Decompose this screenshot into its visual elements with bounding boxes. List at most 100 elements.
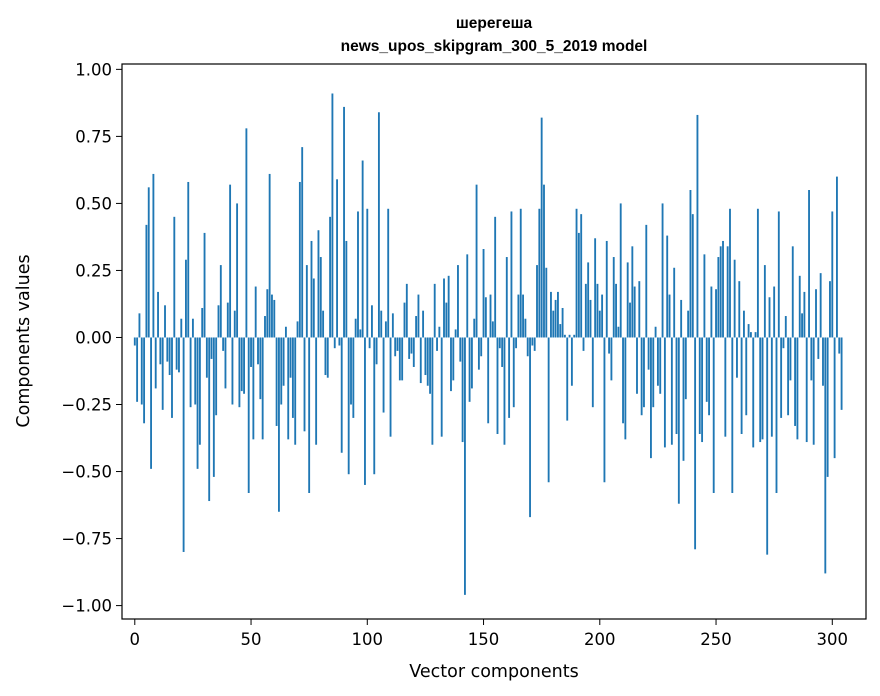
bar	[194, 337, 197, 405]
bar	[182, 337, 185, 552]
bar	[268, 173, 271, 338]
y-tick-label: 0.50	[75, 194, 112, 213]
bar	[722, 240, 724, 338]
bar	[584, 283, 587, 338]
bar	[329, 216, 332, 338]
bar	[796, 337, 799, 440]
bar	[522, 294, 524, 338]
bar	[517, 294, 520, 338]
bar	[278, 337, 280, 512]
bar	[157, 291, 159, 338]
bar	[761, 337, 764, 440]
bar	[389, 337, 392, 437]
bar	[473, 318, 476, 338]
bar	[747, 324, 750, 338]
bar	[312, 278, 315, 338]
bar	[436, 337, 438, 351]
bar	[622, 337, 624, 424]
bar	[687, 310, 690, 338]
bar	[480, 337, 483, 357]
bar	[752, 337, 755, 448]
bar	[552, 310, 555, 338]
bar	[461, 337, 464, 443]
bar	[568, 334, 571, 338]
bar	[282, 337, 285, 386]
bar	[836, 176, 838, 338]
bar	[261, 337, 264, 440]
bar	[210, 337, 213, 359]
bar	[773, 286, 776, 338]
bar	[696, 114, 699, 338]
bar	[501, 337, 504, 367]
bar	[217, 305, 220, 338]
bar	[410, 337, 413, 354]
bar	[626, 262, 629, 338]
bar	[159, 337, 162, 365]
bar	[794, 337, 797, 426]
bar	[303, 337, 306, 432]
bar	[257, 337, 259, 365]
bar	[554, 299, 557, 338]
bar	[454, 329, 457, 338]
bar	[829, 281, 831, 338]
bar	[817, 337, 820, 359]
bar	[166, 337, 169, 362]
bar	[519, 208, 522, 338]
bar	[645, 224, 648, 338]
bar	[238, 337, 241, 408]
bar	[826, 337, 829, 477]
bar	[798, 275, 801, 338]
bar	[561, 307, 564, 338]
bar	[673, 267, 676, 338]
bar	[587, 262, 590, 338]
bar	[780, 337, 783, 418]
bar	[819, 273, 822, 338]
bar	[189, 337, 192, 408]
bar	[250, 337, 252, 367]
bar	[603, 337, 606, 483]
bar	[229, 184, 232, 338]
y-tick-label: 0.00	[75, 328, 112, 347]
bar	[547, 337, 550, 483]
bar	[652, 337, 655, 408]
bar	[347, 337, 350, 475]
bar	[775, 337, 778, 493]
bar	[408, 337, 411, 359]
bar	[749, 332, 752, 338]
bar	[180, 318, 183, 338]
bar	[364, 337, 366, 485]
bar	[610, 337, 613, 381]
bar	[275, 337, 278, 426]
bar	[336, 179, 338, 338]
bar	[308, 337, 311, 493]
bar	[729, 208, 731, 338]
bar	[208, 337, 211, 502]
bar	[452, 337, 455, 381]
bar	[429, 337, 431, 394]
bar	[526, 337, 529, 357]
bar	[422, 310, 425, 338]
bar	[203, 232, 206, 338]
y-axis-label: Components values	[14, 254, 34, 427]
bar	[524, 318, 527, 338]
chart-subtitle: news_upos_skipgram_300_5_2019 model	[341, 38, 648, 55]
bar	[343, 106, 345, 338]
bar	[494, 216, 497, 338]
bar	[691, 214, 694, 338]
x-axis-ticks: 0 50 100 150 200 250 300	[130, 619, 848, 649]
bar	[505, 257, 508, 338]
bar	[766, 337, 769, 555]
bar	[580, 214, 583, 338]
bar	[317, 230, 320, 338]
bar	[624, 337, 627, 440]
bar	[619, 203, 622, 338]
bar	[143, 337, 146, 424]
bar	[287, 337, 290, 440]
bar	[373, 337, 376, 475]
bar	[185, 259, 187, 338]
bar	[675, 337, 678, 434]
bar	[412, 337, 415, 367]
bar	[763, 265, 766, 338]
bar	[589, 299, 592, 338]
